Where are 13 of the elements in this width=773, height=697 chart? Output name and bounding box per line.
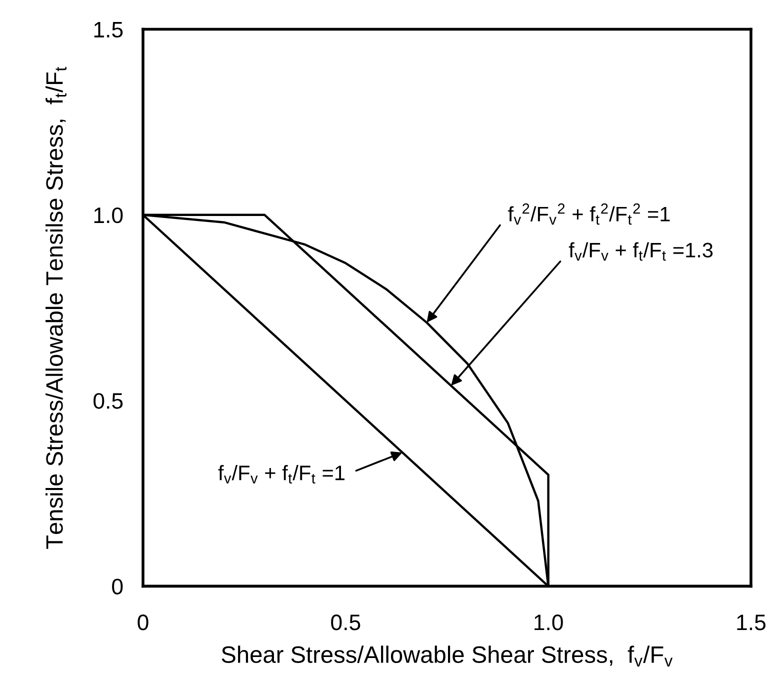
x-tick-label: 1.5 [737, 614, 766, 630]
text: f$_{v}$/F$_{v}$ + f$_{t}$/F$_{t}$ =1 [218, 464, 344, 484]
y-axis-title: Tensile Stress/Allowable Tensilse Stress, f$_{t}$/F$_{t}$ [46, 66, 67, 549]
x-axis-title: Shear Stress/Allowable Shear Stress, f$_{v}$/F$_{v}$ [222, 646, 673, 667]
y-tick-label: 1.0 [94, 207, 123, 224]
x-tick-label: 1.0 [534, 614, 563, 630]
x-tick-label: 0 [138, 614, 148, 630]
text: f$_{v}$$^{2}$/F$_{v}$$^{2}$ + f$_{t}$$^{2}$/F$_{t}$$^{2}$ =1 [508, 203, 670, 225]
y-tick-label: 1.5 [94, 22, 123, 38]
y-tick-label: 0.5 [94, 393, 123, 409]
text: f$_{v}$/F$_{v}$ + f$_{t}$/F$_{t}$ =1.3 [568, 242, 713, 261]
x-tick-label: 0.5 [331, 614, 360, 630]
y-tick-label: 0 [112, 578, 123, 594]
